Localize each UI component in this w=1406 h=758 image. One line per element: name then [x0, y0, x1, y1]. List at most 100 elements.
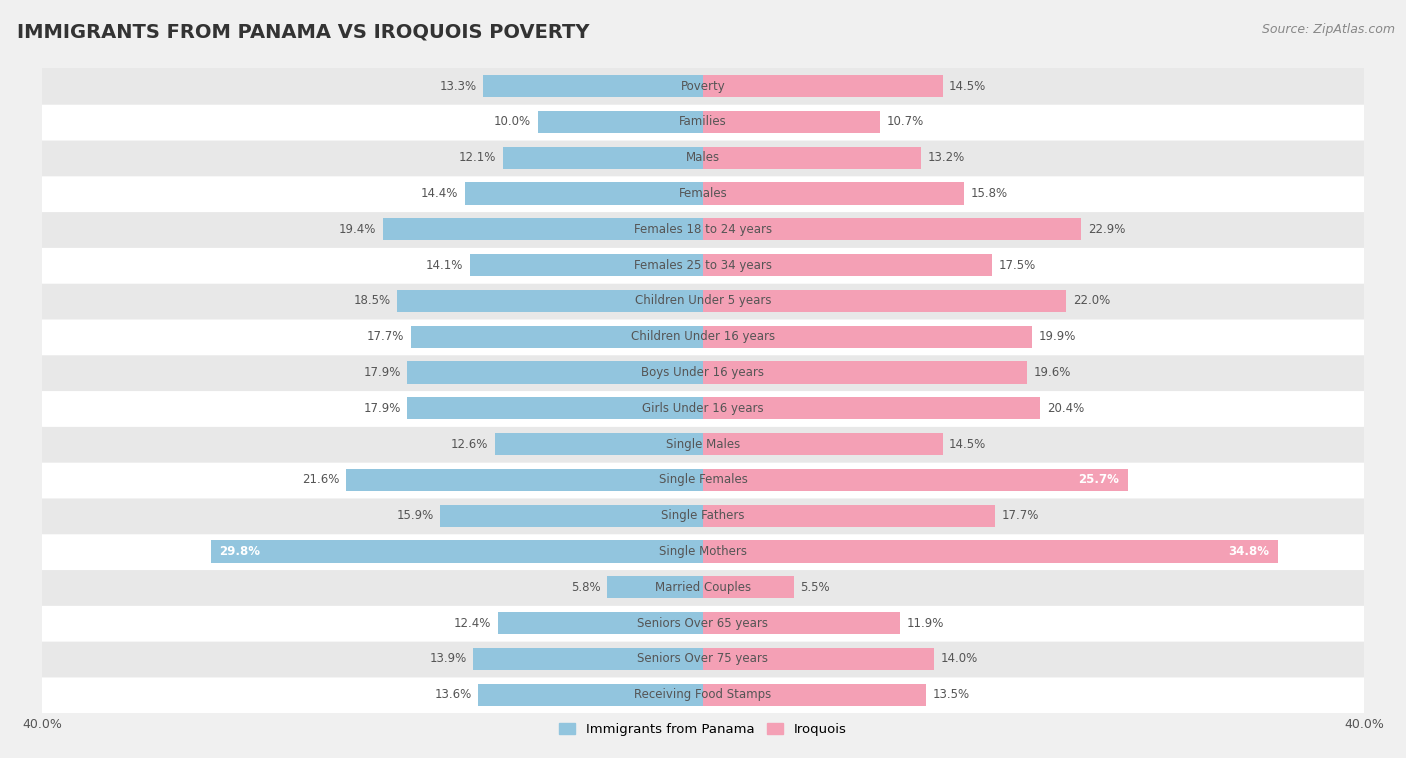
Text: Males: Males — [686, 151, 720, 164]
Text: 10.0%: 10.0% — [494, 115, 531, 128]
Bar — [478, 684, 703, 706]
Text: 19.9%: 19.9% — [1039, 330, 1076, 343]
Text: Females: Females — [679, 187, 727, 200]
FancyBboxPatch shape — [42, 497, 1364, 534]
Text: Married Couples: Married Couples — [655, 581, 751, 594]
Text: 14.5%: 14.5% — [949, 80, 987, 92]
Text: Receiving Food Stamps: Receiving Food Stamps — [634, 688, 772, 701]
Bar — [398, 290, 703, 312]
Bar — [537, 111, 703, 133]
Text: Boys Under 16 years: Boys Under 16 years — [641, 366, 765, 379]
Bar — [703, 468, 1128, 491]
Text: 13.2%: 13.2% — [928, 151, 965, 164]
Text: 13.5%: 13.5% — [932, 688, 970, 701]
Text: 14.4%: 14.4% — [422, 187, 458, 200]
Text: 13.3%: 13.3% — [440, 80, 477, 92]
Bar — [703, 218, 1081, 240]
Text: 19.4%: 19.4% — [339, 223, 375, 236]
FancyBboxPatch shape — [42, 139, 1364, 177]
Text: Single Females: Single Females — [658, 473, 748, 487]
Text: Source: ZipAtlas.com: Source: ZipAtlas.com — [1261, 23, 1395, 36]
Text: 15.9%: 15.9% — [396, 509, 433, 522]
Text: 12.6%: 12.6% — [451, 437, 488, 450]
Text: 10.7%: 10.7% — [886, 115, 924, 128]
Text: 14.0%: 14.0% — [941, 653, 979, 666]
Bar — [382, 218, 703, 240]
Text: 13.9%: 13.9% — [429, 653, 467, 666]
FancyBboxPatch shape — [42, 461, 1364, 499]
Text: Families: Families — [679, 115, 727, 128]
Text: 5.8%: 5.8% — [571, 581, 600, 594]
FancyBboxPatch shape — [42, 354, 1364, 391]
FancyBboxPatch shape — [42, 175, 1364, 212]
Text: 14.5%: 14.5% — [949, 437, 987, 450]
Bar — [703, 326, 1032, 348]
Bar — [211, 540, 703, 562]
Bar — [703, 540, 1278, 562]
Text: 18.5%: 18.5% — [354, 294, 391, 308]
FancyBboxPatch shape — [42, 676, 1364, 713]
Text: 29.8%: 29.8% — [219, 545, 260, 558]
Bar — [703, 433, 942, 455]
Text: Single Mothers: Single Mothers — [659, 545, 747, 558]
Bar — [470, 254, 703, 276]
FancyBboxPatch shape — [42, 604, 1364, 641]
Text: Seniors Over 75 years: Seniors Over 75 years — [637, 653, 769, 666]
Text: 17.9%: 17.9% — [363, 366, 401, 379]
Bar — [703, 111, 880, 133]
Bar — [440, 505, 703, 527]
Text: 22.9%: 22.9% — [1088, 223, 1125, 236]
FancyBboxPatch shape — [42, 246, 1364, 283]
Bar — [411, 326, 703, 348]
FancyBboxPatch shape — [42, 425, 1364, 462]
Text: 22.0%: 22.0% — [1073, 294, 1111, 308]
Text: 12.4%: 12.4% — [454, 616, 492, 630]
Text: Females 18 to 24 years: Females 18 to 24 years — [634, 223, 772, 236]
Text: 20.4%: 20.4% — [1046, 402, 1084, 415]
Text: 25.7%: 25.7% — [1078, 473, 1119, 487]
FancyBboxPatch shape — [42, 318, 1364, 356]
Text: Single Males: Single Males — [666, 437, 740, 450]
FancyBboxPatch shape — [42, 533, 1364, 570]
Text: 17.7%: 17.7% — [1002, 509, 1039, 522]
Bar — [484, 75, 703, 97]
Text: 17.5%: 17.5% — [998, 258, 1036, 271]
Bar — [703, 146, 921, 169]
Text: Children Under 16 years: Children Under 16 years — [631, 330, 775, 343]
Text: 5.5%: 5.5% — [800, 581, 830, 594]
Bar — [703, 612, 900, 634]
Bar — [346, 468, 703, 491]
FancyBboxPatch shape — [42, 568, 1364, 606]
Text: 19.6%: 19.6% — [1033, 366, 1071, 379]
Bar — [408, 397, 703, 419]
Text: 17.7%: 17.7% — [367, 330, 404, 343]
Text: 34.8%: 34.8% — [1229, 545, 1270, 558]
Text: IMMIGRANTS FROM PANAMA VS IROQUOIS POVERTY: IMMIGRANTS FROM PANAMA VS IROQUOIS POVER… — [17, 23, 589, 42]
Text: Seniors Over 65 years: Seniors Over 65 years — [637, 616, 769, 630]
Bar — [703, 183, 965, 205]
Bar — [465, 183, 703, 205]
FancyBboxPatch shape — [42, 103, 1364, 140]
FancyBboxPatch shape — [42, 282, 1364, 320]
Bar — [703, 576, 794, 598]
FancyBboxPatch shape — [42, 211, 1364, 248]
Legend: Immigrants from Panama, Iroquois: Immigrants from Panama, Iroquois — [554, 717, 852, 741]
Bar — [503, 146, 703, 169]
Bar — [607, 576, 703, 598]
Bar — [408, 362, 703, 384]
Bar — [703, 397, 1040, 419]
Bar — [703, 75, 942, 97]
Text: 12.1%: 12.1% — [460, 151, 496, 164]
Bar — [703, 684, 927, 706]
Bar — [703, 254, 993, 276]
Bar — [703, 362, 1026, 384]
Text: Single Fathers: Single Fathers — [661, 509, 745, 522]
Bar — [498, 612, 703, 634]
Bar — [703, 648, 934, 670]
Text: 13.6%: 13.6% — [434, 688, 471, 701]
Text: Children Under 5 years: Children Under 5 years — [634, 294, 772, 308]
FancyBboxPatch shape — [42, 641, 1364, 678]
FancyBboxPatch shape — [42, 67, 1364, 105]
Text: Girls Under 16 years: Girls Under 16 years — [643, 402, 763, 415]
Bar — [474, 648, 703, 670]
